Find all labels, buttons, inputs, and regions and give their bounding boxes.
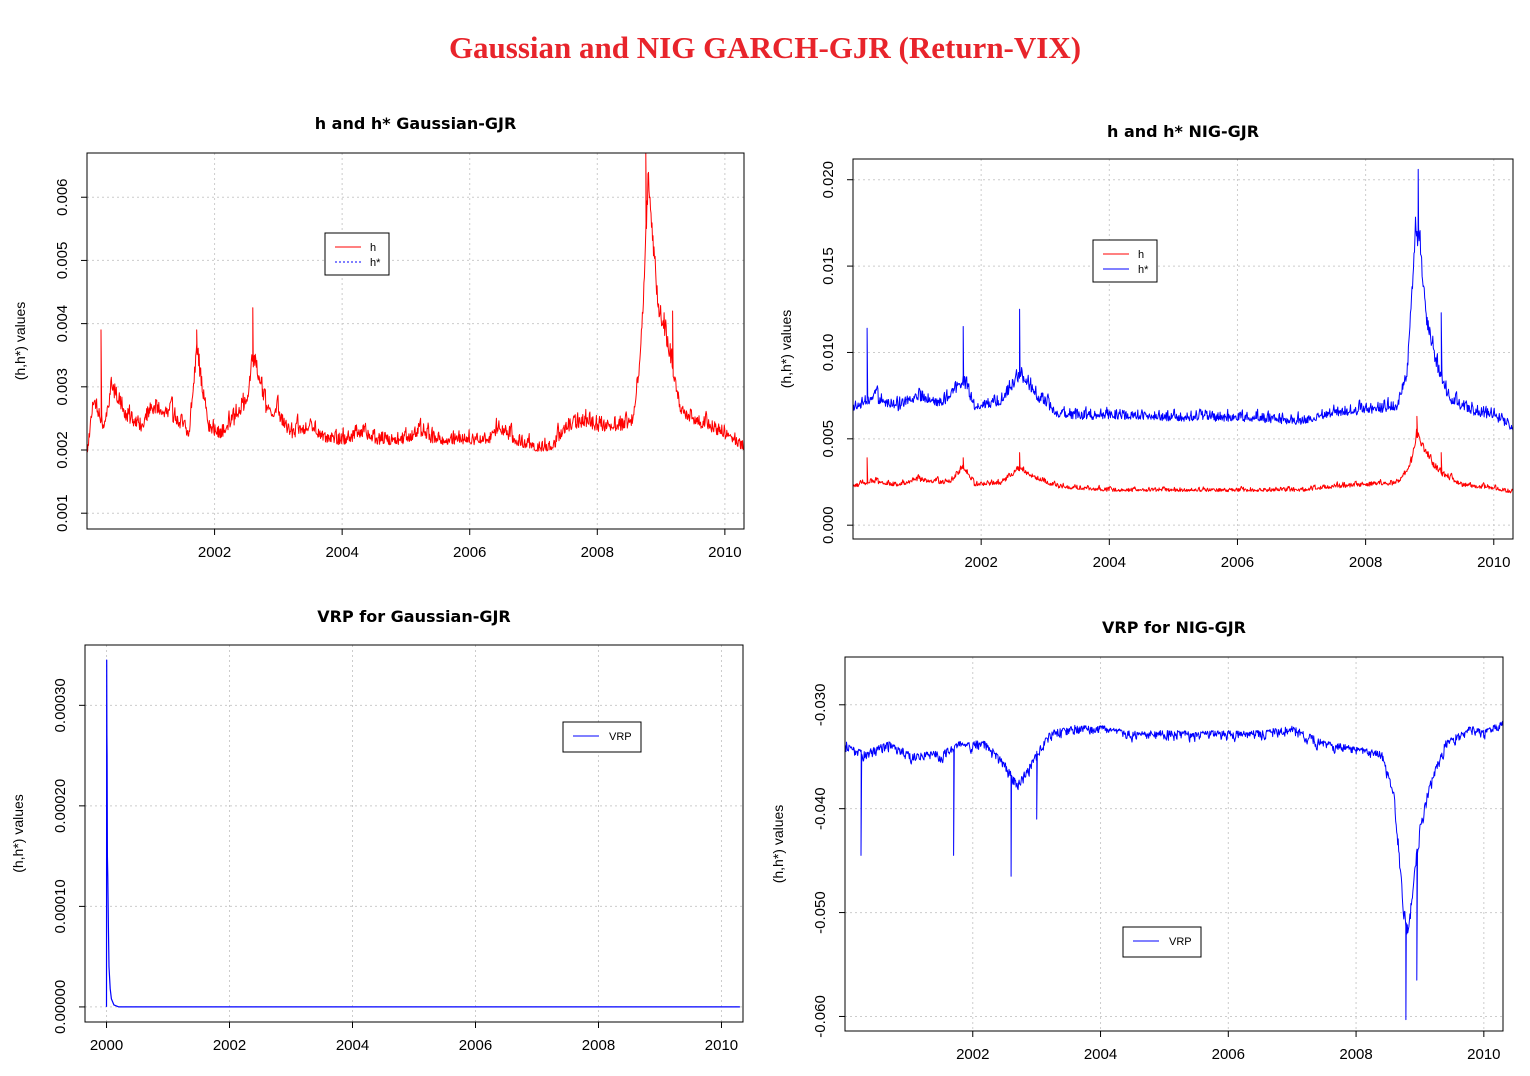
y-tick-label: 0.00020 xyxy=(52,779,69,833)
y-tick-label: 0.010 xyxy=(820,334,837,372)
chart-title: h and h* NIG-GJR xyxy=(1107,122,1259,141)
x-tick-label: 2008 xyxy=(1339,1046,1372,1063)
x-tick-label: 2010 xyxy=(708,544,741,561)
legend-label: h* xyxy=(1138,264,1149,276)
chart-title: VRP for Gaussian-GJR xyxy=(317,607,511,626)
figure-title: Gaussian and NIG GARCH-GJR (Return-VIX) xyxy=(448,30,1082,65)
y-tick-label: 0.00030 xyxy=(52,678,69,732)
legend-label: h* xyxy=(370,257,381,269)
chart-title: VRP for NIG-GJR xyxy=(1102,618,1246,637)
chart-h-nig-gjr: h and h* NIG-GJR 2002 2004 2006 2008 2010 0.00… xyxy=(778,122,1514,571)
plot-frame xyxy=(852,158,1514,540)
y-tick-label: -0.060 xyxy=(812,995,829,1038)
x-tick-label: 2002 xyxy=(956,1046,989,1063)
y-axis-label: (h,h*) values xyxy=(778,310,794,389)
y-axis-label: (h,h*) values xyxy=(10,794,26,873)
y-tick-label: 0.005 xyxy=(54,242,71,280)
legend-label: VRP xyxy=(1169,936,1192,948)
series-line-vrp xyxy=(845,720,1503,1021)
x-tick-label: 2002 xyxy=(213,1037,246,1054)
y-tick-label: 0.00010 xyxy=(52,879,69,933)
y-axis-label: (h,h*) values xyxy=(12,302,28,381)
y-tick-label: 0.000 xyxy=(820,506,837,544)
y-tick-label: 0.003 xyxy=(54,368,71,406)
chart-title: h and h* Gaussian-GJR xyxy=(315,114,517,133)
series-line-h xyxy=(87,153,744,453)
x-tick-label: 2004 xyxy=(336,1037,369,1054)
x-tick-label: 2010 xyxy=(1467,1046,1500,1063)
y-tick-label: 0.001 xyxy=(54,494,71,532)
x-tick-label: 2006 xyxy=(459,1037,492,1054)
series-line-hstar xyxy=(853,168,1513,431)
chart-h-gaussian-gjr: h and h* Gaussian-GJR 2002 2004 2006 2008 201… xyxy=(12,114,745,561)
y-tick-label: 0.015 xyxy=(820,247,837,285)
x-tick-label: 2004 xyxy=(1093,554,1126,571)
x-tick-label: 2008 xyxy=(582,1037,615,1054)
y-tick-label: 0.005 xyxy=(820,420,837,458)
legend-box xyxy=(1122,926,1202,958)
legend-label: VRP xyxy=(609,731,632,743)
x-tick-label: 2010 xyxy=(705,1037,738,1054)
series-line-vrp xyxy=(105,659,740,1008)
x-tick-label: 2002 xyxy=(964,554,997,571)
chart-vrp-gaussian-gjr: VRP for Gaussian-GJR 2000 2002 2004 2006 2008… xyxy=(10,607,744,1054)
y-tick-label: -0.050 xyxy=(812,891,829,934)
legend-box xyxy=(1092,239,1158,283)
plot-frame xyxy=(844,656,1504,1032)
legend-box xyxy=(562,721,642,753)
plot-frame xyxy=(84,644,744,1023)
x-tick-label: 2002 xyxy=(198,544,231,561)
legend-box xyxy=(324,232,390,276)
x-tick-label: 2010 xyxy=(1477,554,1510,571)
y-axis-label: (h,h*) values xyxy=(770,805,786,884)
y-tick-label: 0.006 xyxy=(54,178,71,216)
y-tick-label: 0.002 xyxy=(54,431,71,469)
x-tick-label: 2008 xyxy=(581,544,614,561)
x-tick-label: 2004 xyxy=(1084,1046,1117,1063)
y-tick-label: -0.030 xyxy=(812,684,829,727)
x-tick-label: 2006 xyxy=(1212,1046,1245,1063)
legend-label: h xyxy=(370,242,376,254)
x-tick-label: 2004 xyxy=(325,544,358,561)
x-tick-label: 2000 xyxy=(90,1037,123,1054)
plot-frame xyxy=(86,152,745,530)
series-line-h xyxy=(853,415,1513,494)
x-tick-label: 2006 xyxy=(1221,554,1254,571)
y-tick-label: -0.040 xyxy=(812,787,829,830)
y-tick-label: 0.020 xyxy=(820,161,837,199)
x-tick-label: 2008 xyxy=(1349,554,1382,571)
y-tick-label: 0.00000 xyxy=(52,980,69,1034)
x-tick-label: 2006 xyxy=(453,544,486,561)
y-tick-label: 0.004 xyxy=(54,305,71,343)
legend-label: h xyxy=(1138,249,1144,261)
